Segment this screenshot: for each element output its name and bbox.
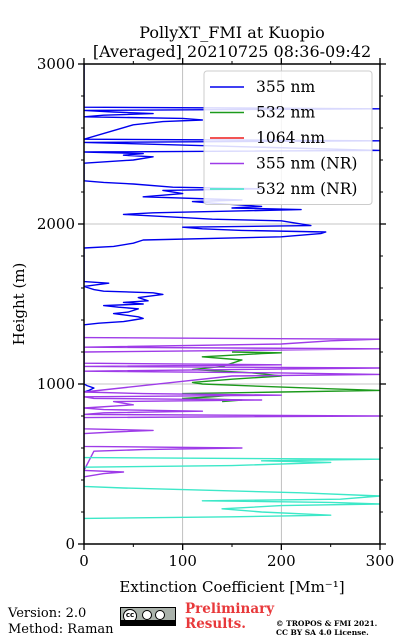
series-line-355-nm-nr- [84,336,380,478]
x-tick-label: 0 [79,552,89,570]
y-tick-label: 3000 [37,55,75,73]
copyright-notice: © TROPOS & FMI 2021. CC BY SA 4.0 Licens… [276,619,377,637]
legend-label: 355 nm [256,78,315,96]
cc-label-bar [121,620,175,625]
chart-subtitle: [Averaged] 20210725 08:36-09:42 [93,42,371,61]
legend-box [203,70,373,205]
preliminary-notice: Preliminary Results. [185,602,274,632]
cc-by-sa-icon: cc [120,607,176,626]
x-tick-label: 200 [267,552,296,570]
legend-label: 532 nm (NR) [256,180,357,198]
chart-figure: PollyXT_FMI at Kuopio [Averaged] 2021072… [10,23,395,596]
version-text: Version: 2.0 [8,606,87,621]
method-text: Method: Raman [8,622,114,637]
legend-label: 1064 nm [256,129,325,147]
copyright-line-2: CC BY SA 4.0 License. [276,628,369,637]
y-tick-label: 0 [65,535,75,553]
x-tick-label: 300 [366,552,395,570]
series-line-532-nm-nr- [84,456,380,520]
sa-icon [155,610,165,620]
preliminary-line-2: Results. [185,616,246,632]
x-axis-label: Extinction Coefficient [Mm⁻¹] [119,578,344,596]
by-icon [142,610,152,620]
chart-title: PollyXT_FMI at Kuopio [139,23,325,42]
x-tick-label: 100 [168,552,197,570]
legend-label: 355 nm (NR) [256,155,357,173]
y-axis-label: Height (m) [10,263,28,346]
y-tick-label: 2000 [37,215,75,233]
legend-label: 532 nm [256,104,315,122]
preliminary-line-1: Preliminary [185,601,275,617]
legend: 355 nm 532 nm 1064 nm 355 nm (NR) 532 nm (NR… [203,70,373,205]
copyright-line-1: © TROPOS & FMI 2021. [276,619,378,628]
y-tick-label: 1000 [37,375,75,393]
